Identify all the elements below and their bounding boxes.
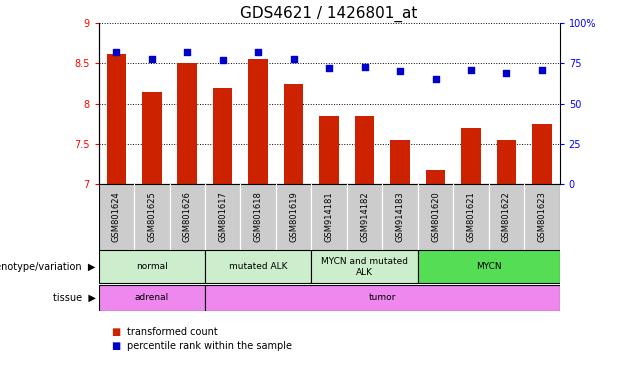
Text: normal: normal [136,262,168,271]
Point [359,63,370,70]
Text: percentile rank within the sample: percentile rank within the sample [127,341,292,351]
Bar [391,140,410,184]
Text: adrenal: adrenal [135,293,169,302]
Text: GSM801618: GSM801618 [254,192,263,242]
Text: GSM801617: GSM801617 [218,192,227,242]
Bar [453,184,488,250]
Bar [170,184,205,250]
Bar [418,250,560,283]
Point [466,67,476,73]
Title: GDS4621 / 1426801_at: GDS4621 / 1426801_at [240,5,418,22]
Bar [312,250,418,283]
Bar [99,285,205,311]
Text: GSM914181: GSM914181 [324,192,334,242]
Bar [213,88,233,184]
Bar [205,184,240,250]
Text: GSM801621: GSM801621 [467,192,476,242]
Text: mutated ALK: mutated ALK [229,262,287,271]
Text: ■: ■ [111,341,121,351]
Bar [205,285,560,311]
Text: GSM801623: GSM801623 [537,192,546,242]
Text: GSM914182: GSM914182 [360,192,369,242]
Point [182,49,192,55]
Bar [425,170,445,184]
Point [431,76,441,83]
Text: ■: ■ [111,327,121,337]
Point [395,68,405,74]
Bar [177,63,197,184]
Bar [461,128,481,184]
Point [111,49,121,55]
Text: GSM801619: GSM801619 [289,192,298,242]
Bar [276,184,312,250]
Point [537,67,547,73]
Point [147,55,157,61]
Text: MYCN and mutated
ALK: MYCN and mutated ALK [321,257,408,276]
Text: tissue  ▶: tissue ▶ [53,293,95,303]
Bar [488,184,524,250]
Bar [355,116,375,184]
Bar [240,184,276,250]
Bar [347,184,382,250]
Bar [134,184,170,250]
Point [218,57,228,63]
Bar [312,184,347,250]
Bar [99,184,134,250]
Point [324,65,335,71]
Bar [205,250,312,283]
Text: GSM801622: GSM801622 [502,192,511,242]
Point [253,49,263,55]
Text: GSM801626: GSM801626 [183,192,191,242]
Text: tumor: tumor [369,293,396,302]
Text: transformed count: transformed count [127,327,218,337]
Bar [524,184,560,250]
Text: genotype/variation  ▶: genotype/variation ▶ [0,262,95,272]
Text: GSM801624: GSM801624 [112,192,121,242]
Bar [249,59,268,184]
Bar [418,184,453,250]
Point [501,70,511,76]
Text: GSM801625: GSM801625 [148,192,156,242]
Bar [142,91,162,184]
Text: GSM914183: GSM914183 [396,192,404,242]
Text: GSM801620: GSM801620 [431,192,440,242]
Bar [497,140,516,184]
Bar [284,84,303,184]
Bar [99,250,205,283]
Bar [107,54,126,184]
Bar [382,184,418,250]
Point [289,55,299,61]
Bar [532,124,551,184]
Bar [319,116,339,184]
Text: MYCN: MYCN [476,262,502,271]
